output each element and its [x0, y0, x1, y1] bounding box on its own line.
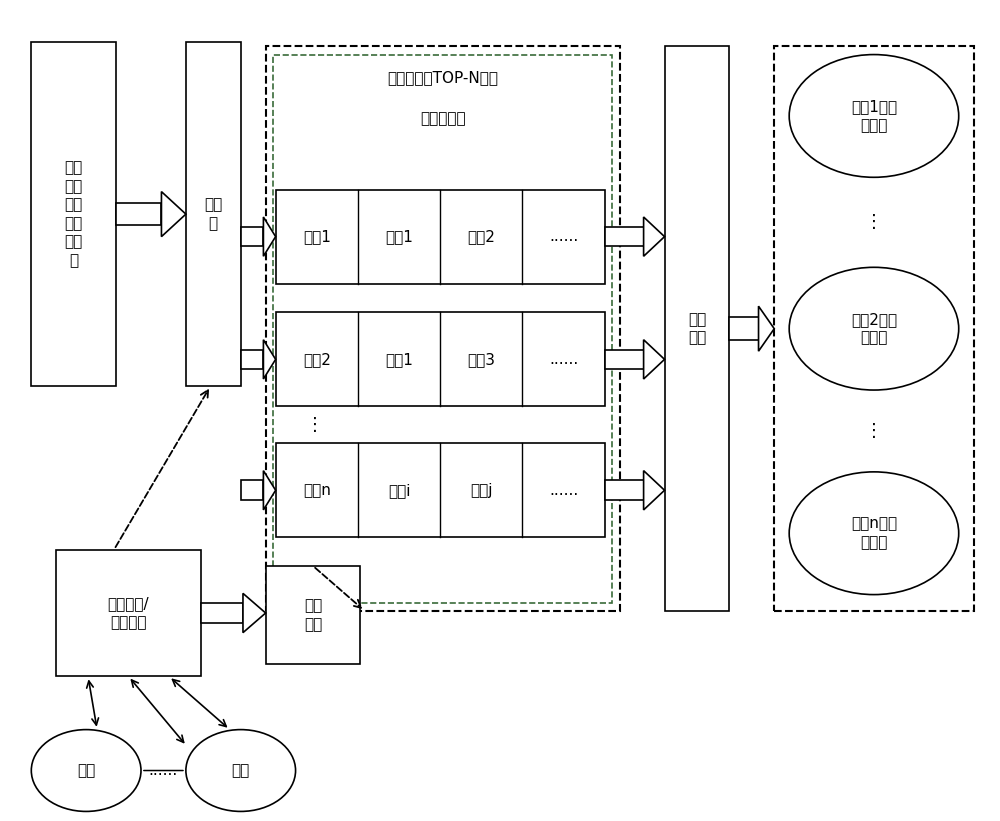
Text: 资源1: 资源1: [385, 229, 413, 244]
Text: 请求2: 请求2: [303, 352, 331, 367]
Text: 请求对应的TOP-N候选: 请求对应的TOP-N候选: [387, 70, 498, 85]
Ellipse shape: [789, 268, 959, 390]
Text: ......: ......: [549, 352, 578, 367]
Ellipse shape: [31, 730, 141, 811]
Bar: [266, 47, 620, 611]
Text: 请求n的匹
配结果: 请求n的匹 配结果: [851, 516, 897, 550]
Bar: [241, 480, 263, 500]
Bar: [774, 47, 974, 611]
Polygon shape: [759, 306, 774, 351]
Polygon shape: [644, 470, 665, 510]
Bar: [241, 227, 263, 246]
Bar: [665, 47, 729, 611]
Bar: [56, 549, 201, 677]
Ellipse shape: [789, 54, 959, 177]
Polygon shape: [263, 470, 276, 510]
Polygon shape: [263, 217, 276, 256]
Text: 资源3: 资源3: [467, 352, 495, 367]
Bar: [276, 312, 605, 406]
Text: 资源1: 资源1: [385, 352, 413, 367]
Bar: [241, 350, 263, 369]
Polygon shape: [243, 594, 266, 633]
Text: 实时
判断: 实时 判断: [688, 312, 706, 346]
Polygon shape: [263, 340, 276, 379]
Bar: [605, 350, 644, 369]
Bar: [273, 54, 612, 603]
Bar: [729, 318, 759, 340]
Ellipse shape: [186, 730, 296, 811]
Text: 请求1的匹
配结果: 请求1的匹 配结果: [851, 99, 897, 133]
Bar: [266, 566, 360, 664]
Text: 调度
器: 调度 器: [204, 197, 222, 231]
Polygon shape: [644, 340, 665, 379]
Text: ......: ......: [149, 763, 178, 778]
Bar: [201, 603, 243, 623]
Text: ⋮: ⋮: [865, 422, 883, 440]
Text: 资源聚类/
动态监控: 资源聚类/ 动态监控: [108, 596, 149, 630]
Bar: [186, 43, 241, 386]
Text: ⋮: ⋮: [306, 415, 324, 433]
Text: 聚类
结果: 聚类 结果: [304, 599, 322, 632]
Bar: [605, 227, 644, 246]
Bar: [276, 190, 605, 284]
Text: ......: ......: [549, 483, 578, 498]
Text: 资源: 资源: [232, 763, 250, 778]
Polygon shape: [161, 191, 186, 236]
Bar: [605, 480, 644, 500]
Text: 资源2: 资源2: [467, 229, 495, 244]
Text: 请求1: 请求1: [303, 229, 331, 244]
Ellipse shape: [789, 472, 959, 594]
Bar: [276, 443, 605, 537]
Text: ⋮: ⋮: [865, 213, 883, 232]
Text: ......: ......: [549, 229, 578, 244]
Text: 云计算资源: 云计算资源: [420, 111, 465, 126]
Text: 资源: 资源: [77, 763, 95, 778]
Text: 请求n: 请求n: [303, 483, 331, 498]
Polygon shape: [644, 217, 665, 256]
Bar: [116, 203, 161, 226]
Text: 资源j: 资源j: [470, 483, 493, 498]
Bar: [31, 43, 116, 386]
Text: 资源i: 资源i: [388, 483, 410, 498]
Text: 云计
算资
源及
用户
的请
求: 云计 算资 源及 用户 的请 求: [65, 160, 83, 268]
Text: 请求2的匹
配结果: 请求2的匹 配结果: [851, 312, 897, 346]
